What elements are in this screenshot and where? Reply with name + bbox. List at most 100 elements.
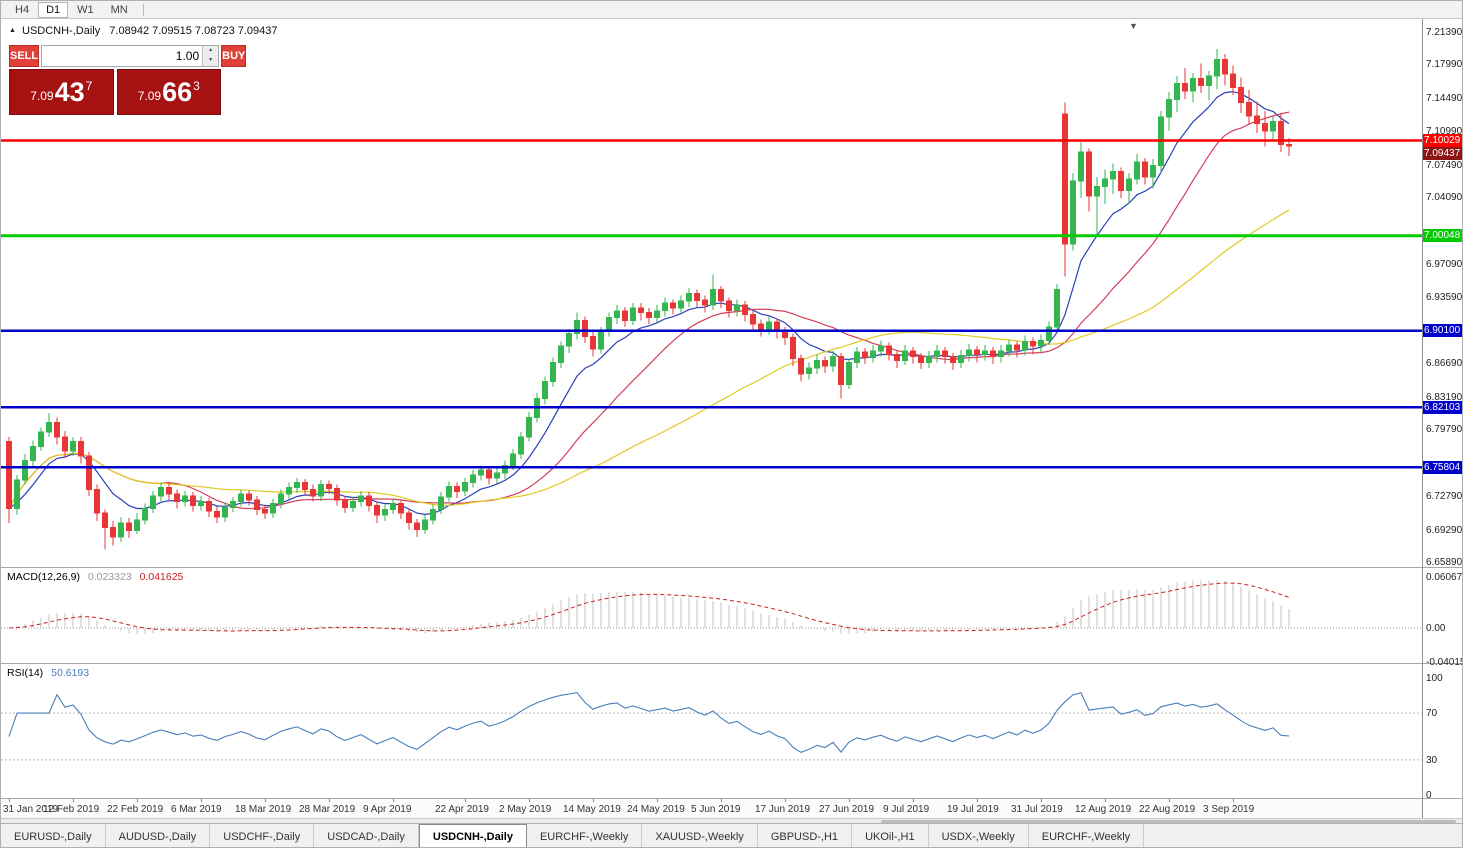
date-axis-label: 18 Mar 2019	[235, 804, 292, 815]
date-axis-tick	[529, 799, 530, 802]
chart-shift-marker-icon[interactable]: ▼	[1129, 21, 1138, 31]
macd-signal-value: 0.041625	[139, 571, 184, 583]
rsi-line	[8, 692, 1290, 754]
ma-line-fast-blue	[8, 90, 1290, 516]
date-axis-label: 22 Apr 2019	[435, 804, 489, 815]
rsi-name: RSI(14)	[7, 667, 44, 679]
sell-button[interactable]: SELL	[9, 45, 40, 67]
date-axis-label: 19 Jul 2019	[947, 804, 999, 815]
symbol-header: ▲ USDCNH-,Daily 7.08942 7.09515 7.08723 …	[9, 25, 278, 37]
price-axis-tick: 6.79790	[1426, 424, 1463, 435]
price-axis-border	[1422, 19, 1423, 818]
chart-tab-usdx-weekly[interactable]: USDX-,Weekly	[929, 824, 1029, 847]
chart-tab-eurchf-weekly[interactable]: EURCHF-,Weekly	[527, 824, 643, 847]
scrollbar-thumb[interactable]	[881, 820, 1456, 823]
date-axis-label: 2 May 2019	[499, 804, 552, 815]
price-axis-tick: 6.72790	[1426, 491, 1463, 502]
date-axis-label: 12 Aug 2019	[1075, 804, 1132, 815]
macd-main-value: 0.023323	[87, 571, 132, 583]
date-axis-label: 9 Jul 2019	[883, 804, 930, 815]
date-axis-label: 6 Mar 2019	[171, 804, 222, 815]
price-level-tag: 6.82103	[1423, 401, 1462, 414]
date-axis-tick	[593, 799, 594, 802]
volume-input[interactable]	[42, 46, 203, 66]
rsi-axis-tick: 100	[1426, 673, 1443, 684]
macd-axis-tick: 0.00	[1426, 623, 1446, 634]
symbol-ohlc: 7.08942 7.09515 7.08723 7.09437	[109, 25, 278, 37]
price-axis-tick: 6.86690	[1426, 358, 1463, 369]
price-axis-tick: 6.69290	[1426, 525, 1463, 536]
date-axis-tick	[73, 799, 74, 802]
date-axis-tick	[1041, 799, 1042, 802]
chart-tab-usdchf-daily[interactable]: USDCHF-,Daily	[210, 824, 315, 847]
symbol-expand-icon[interactable]: ▲	[9, 27, 16, 34]
price-axis-tick: 7.21390	[1426, 27, 1463, 38]
date-axis-tick	[785, 799, 786, 802]
buy-button[interactable]: BUY	[221, 45, 247, 67]
chart-tab-eurusd-daily[interactable]: EURUSD-,Daily	[1, 824, 106, 847]
timeframe-button-h4[interactable]: H4	[15, 3, 30, 16]
date-axis-label: 24 May 2019	[627, 804, 685, 815]
price-level-tag: 6.75804	[1423, 461, 1462, 474]
rsi-axis-tick: 0	[1426, 790, 1432, 801]
price-level-tag: 7.00048	[1423, 229, 1462, 242]
date-axis-label: 27 Jun 2019	[819, 804, 875, 815]
price-axis-tick: 7.14490	[1426, 93, 1463, 104]
pane-divider[interactable]	[1, 567, 1462, 568]
one-click-trading-panel: SELL ▴ ▾ BUY 7.09 43 7 7.09 66 3	[9, 45, 247, 115]
date-axis-tick	[9, 799, 10, 802]
chart-tab-ukoil-h1[interactable]: UKOil-,H1	[852, 824, 929, 847]
date-axis-label: 17 Jun 2019	[755, 804, 811, 815]
date-axis-tick	[1105, 799, 1106, 802]
timeframe-button-mn[interactable]: MN	[110, 3, 128, 16]
chart-tab-usdcad-daily[interactable]: USDCAD-,Daily	[314, 824, 419, 847]
sell-price-button[interactable]: 7.09 43 7	[9, 69, 114, 115]
chart-tab-bar: EURUSD-,Daily AUDUSD-,Daily USDCHF-,Daily U…	[1, 823, 1462, 847]
macd-axis-tick: 0.060674	[1426, 572, 1463, 583]
sell-price-sup: 7	[85, 79, 93, 93]
rsi-axis-tick: 30	[1426, 755, 1438, 766]
chart-tab-usdcnh-daily[interactable]: USDCNH-,Daily	[418, 824, 527, 847]
date-axis-tick	[1169, 799, 1170, 802]
date-axis-label: 22 Aug 2019	[1139, 804, 1196, 815]
rsi-value: 50.6193	[51, 667, 90, 679]
sell-price-prefix: 7.09	[30, 89, 54, 103]
date-axis-label: 14 May 2019	[563, 804, 621, 815]
date-axis[interactable]: 31 Jan 2019 12 Feb 2019 22 Feb 2019 6 Mar 2…	[1, 799, 1422, 818]
price-chart-canvas[interactable]	[1, 19, 1422, 567]
chart-tab-xauusd-weekly[interactable]: XAUUSD-,Weekly	[642, 824, 758, 847]
volume-increase-icon[interactable]: ▴	[203, 46, 219, 56]
macd-name: MACD(12,26,9)	[7, 571, 80, 583]
macd-signal-line	[8, 582, 1290, 632]
date-axis-tick	[913, 799, 914, 802]
date-axis-tick	[465, 799, 466, 802]
buy-price-button[interactable]: 7.09 66 3	[116, 69, 221, 115]
date-axis-label: 31 Jul 2019	[1011, 804, 1063, 815]
rsi-pane-canvas[interactable]	[1, 664, 1422, 798]
macd-histogram	[16, 580, 1290, 634]
buy-price-prefix: 7.09	[137, 89, 162, 103]
date-axis-tick	[721, 799, 722, 802]
price-axis-tick: 6.93590	[1426, 292, 1463, 303]
date-axis-label: 31 Jan 2019	[3, 804, 59, 815]
chart-tab-gbpusd-h1[interactable]: GBPUSD-,H1	[758, 824, 853, 847]
macd-pane-canvas[interactable]	[1, 568, 1422, 663]
chart-tab-eurchf-weekly[interactable]: EURCHF-,Weekly	[1029, 824, 1145, 847]
timeframe-button-d1[interactable]: D1	[38, 1, 69, 18]
buy-price-big: 66	[162, 76, 193, 107]
price-axis-tick: 7.07490	[1426, 160, 1463, 171]
pane-divider[interactable]	[1, 663, 1462, 664]
macd-label: MACD(12,26,9) 0.023323 0.041625	[7, 571, 183, 583]
date-axis-label: 28 Mar 2019	[299, 804, 356, 815]
date-axis-label: 12 Feb 2019	[43, 804, 100, 815]
timeframe-button-w1[interactable]: W1	[77, 3, 94, 16]
volume-box: ▴ ▾	[41, 45, 220, 67]
current-price-tag: 7.09437	[1423, 147, 1462, 160]
chart-tab-audusd-daily[interactable]: AUDUSD-,Daily	[106, 824, 211, 847]
ma-line-slow-yellow	[8, 209, 1290, 509]
volume-decrease-icon[interactable]: ▾	[203, 56, 219, 66]
price-axis-tick: 6.65890	[1426, 557, 1463, 568]
rsi-axis-tick: 70	[1426, 708, 1438, 719]
horizontal-scrollbar[interactable]	[1, 818, 1462, 823]
